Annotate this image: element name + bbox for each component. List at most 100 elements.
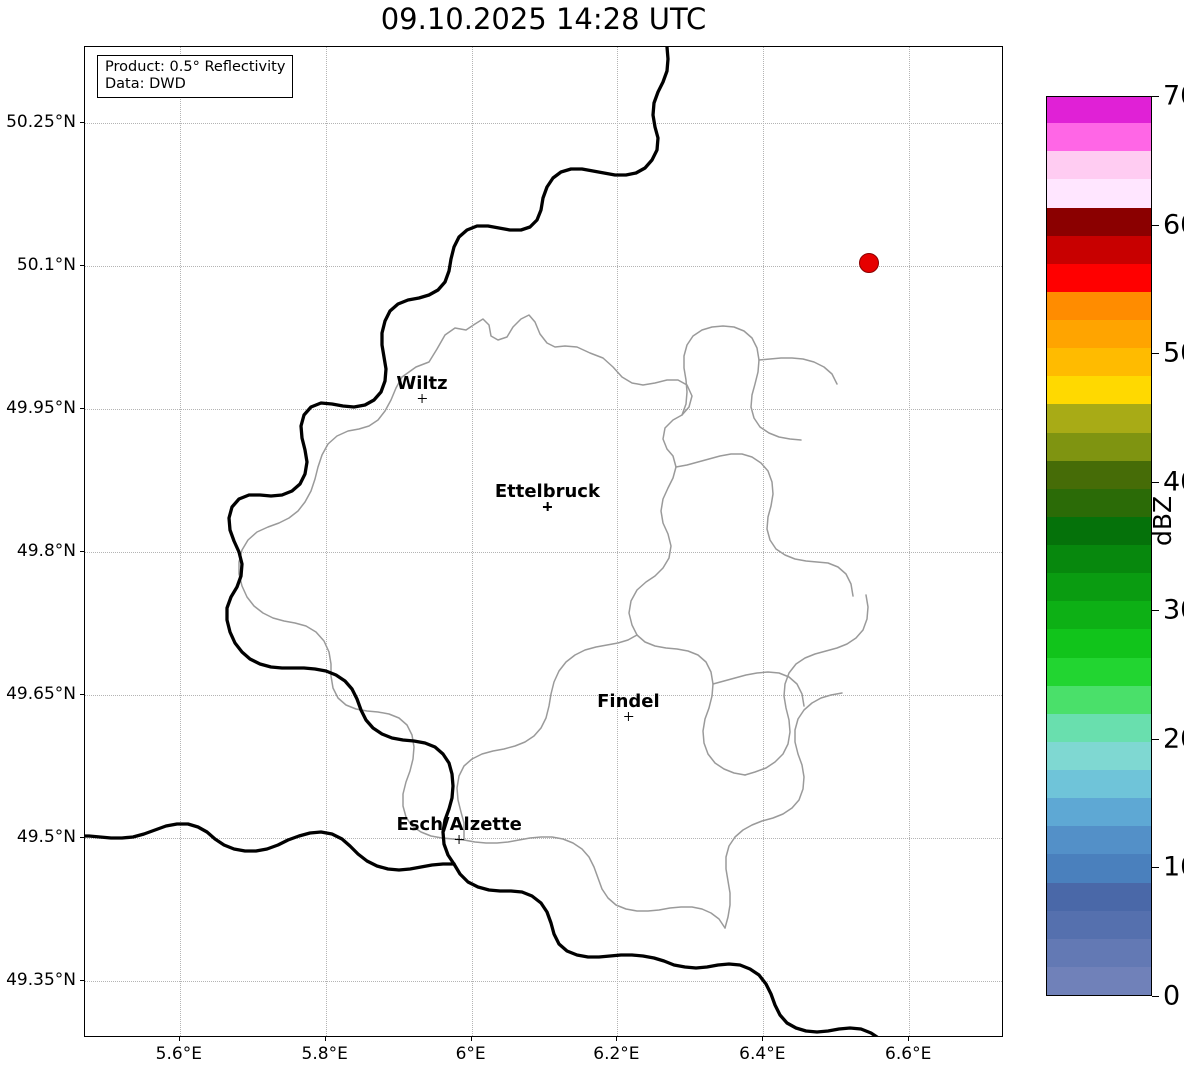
colorbar-tick-label: 30 <box>1163 594 1184 626</box>
colorbar-band <box>1047 431 1151 461</box>
colorbar-band <box>1047 938 1151 967</box>
colorbar-axis-label: dBZ <box>1148 495 1177 546</box>
gridline-horizontal <box>85 837 1002 839</box>
city-marker: Wiltz <box>396 374 447 407</box>
x-axis-tick-label: 6.4°E <box>739 1044 786 1064</box>
colorbar-band <box>1047 150 1151 180</box>
x-axis-tick <box>908 1037 910 1041</box>
y-axis-tick <box>80 408 84 410</box>
colorbar-band <box>1047 291 1151 320</box>
y-axis-tick <box>80 551 84 552</box>
colorbar-tick <box>1152 96 1159 97</box>
radar-echo <box>859 253 880 274</box>
city-label: Ettelbruck <box>494 481 600 503</box>
page-title: 09.10.2025 14:28 UTC <box>380 2 707 36</box>
y-axis-tick-label: 49.65°N <box>6 684 76 704</box>
colorbar-band <box>1047 460 1151 489</box>
colorbar-band <box>1047 853 1151 883</box>
y-axis-tick <box>80 694 84 695</box>
y-axis-tick-label: 49.8°N <box>16 541 76 561</box>
colorbar-tick-label: 70 <box>1163 80 1184 112</box>
x-axis-tick-label: 6°E <box>455 1044 486 1064</box>
product-info-box: Product: 0.5° Reflectivity Data: DWD <box>97 55 294 98</box>
colorbar-tick <box>1152 481 1159 483</box>
colorbar-band <box>1047 544 1151 574</box>
colorbar-band <box>1047 488 1151 517</box>
colorbar-tick-label: 20 <box>1163 723 1184 755</box>
colorbar[interactable] <box>1046 96 1152 996</box>
info-product-line: Product: 0.5° Reflectivity <box>105 59 286 75</box>
gridline-vertical <box>179 47 181 1036</box>
radar-map-plot[interactable]: Wiltz Ettelbruck Findel Esch/Alzette Produc… <box>84 46 1003 1037</box>
y-axis-tick-label: 49.95°N <box>6 398 76 419</box>
gridline-vertical <box>617 47 619 1036</box>
colorbar-band <box>1047 97 1151 124</box>
gridline-vertical <box>325 47 327 1036</box>
colorbar-band <box>1047 319 1151 349</box>
x-axis-tick <box>762 1037 764 1041</box>
colorbar-band <box>1047 375 1151 405</box>
city-label: Findel <box>597 690 660 712</box>
colorbar-band <box>1047 656 1151 686</box>
colorbar-band <box>1047 178 1151 208</box>
colorbar-band <box>1047 713 1151 742</box>
colorbar-band <box>1047 825 1151 855</box>
y-axis-tick-label: 49.35°N <box>6 969 76 990</box>
y-axis-tick-label: 50.1°N <box>16 255 76 276</box>
colorbar-band <box>1047 685 1151 714</box>
colorbar-band <box>1047 910 1151 939</box>
colorbar-tick <box>1152 353 1159 355</box>
map-geometry <box>85 47 879 1036</box>
gridline-horizontal <box>85 266 1002 268</box>
x-axis-tick-label: 6.6°E <box>885 1044 932 1064</box>
gridline-horizontal <box>85 409 1002 411</box>
city-label: Wiltz <box>396 372 448 394</box>
colorbar-band <box>1047 600 1151 630</box>
gridline-vertical <box>909 47 911 1036</box>
colorbar-tick <box>1152 610 1159 612</box>
city-label: Esch/Alzette <box>396 813 522 835</box>
colorbar-band <box>1047 122 1151 152</box>
colorbar-band <box>1047 741 1151 770</box>
gridline-horizontal <box>85 552 1002 553</box>
colorbar-tick-label: 0 <box>1163 980 1181 1012</box>
station-cross-icon <box>495 501 600 515</box>
colorbar-band <box>1047 235 1151 264</box>
x-axis-tick-label: 6.2°E <box>593 1044 640 1064</box>
colorbar-band <box>1047 797 1151 827</box>
colorbar-band <box>1047 263 1151 292</box>
colorbar-band <box>1047 769 1151 799</box>
colorbar-tick <box>1152 996 1159 997</box>
y-axis-tick-label: 50.25°N <box>6 112 76 133</box>
gridline-horizontal <box>85 123 1002 125</box>
x-axis-tick <box>470 1037 472 1041</box>
y-axis-tick <box>80 979 84 981</box>
colorbar-tick-label: 40 <box>1163 466 1184 498</box>
colorbar-tick-label: 50 <box>1163 337 1184 369</box>
x-axis-tick-label: 5.6°E <box>155 1044 202 1064</box>
colorbar-gradient <box>1046 96 1152 996</box>
colorbar-tick-label: 10 <box>1163 851 1184 883</box>
gridline-horizontal <box>85 980 1002 982</box>
y-axis-tick <box>80 836 84 838</box>
x-axis-tick-label: 5.8°E <box>301 1044 348 1064</box>
colorbar-tick <box>1152 867 1159 869</box>
colorbar-tick <box>1152 738 1159 740</box>
map-clip-area: Wiltz Ettelbruck Findel Esch/Alzette Produc… <box>85 47 1002 1036</box>
station-cross-icon <box>397 834 522 848</box>
colorbar-band <box>1047 403 1151 433</box>
colorbar-band <box>1047 516 1151 545</box>
y-axis-tick-label: 49.5°N <box>16 826 76 847</box>
y-axis-tick <box>80 122 84 124</box>
x-axis-tick <box>324 1037 326 1041</box>
colorbar-band <box>1047 628 1151 658</box>
x-axis-tick <box>616 1037 618 1041</box>
colorbar-band <box>1047 966 1151 995</box>
y-axis-tick <box>80 265 84 267</box>
colorbar-tick-label: 60 <box>1163 209 1184 241</box>
gridline-horizontal <box>85 695 1002 696</box>
city-marker: Ettelbruck <box>495 482 600 515</box>
colorbar-band <box>1047 347 1151 377</box>
station-cross-icon <box>597 711 660 725</box>
station-cross-icon <box>396 393 447 407</box>
